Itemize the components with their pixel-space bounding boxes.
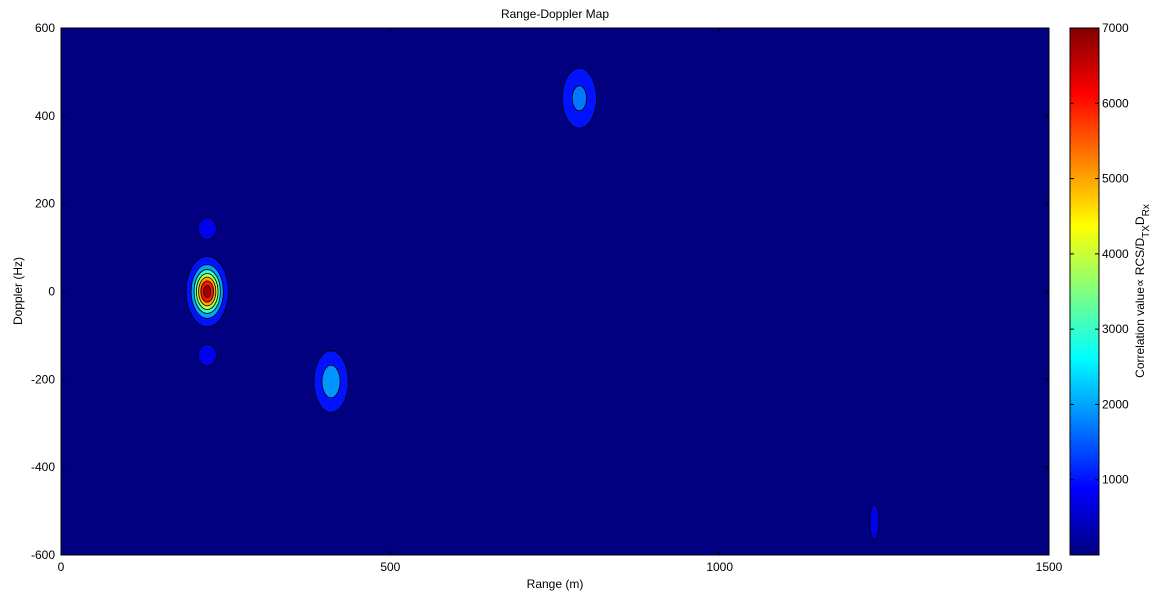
colorbar-tick-label: 3000	[1102, 322, 1129, 336]
x-axis: 0 500 1000 1500	[58, 28, 1063, 574]
peak-5-contour-1	[197, 343, 217, 367]
y-tick-label: 400	[35, 109, 55, 123]
x-tick-label: 1000	[706, 560, 733, 574]
colorbar-label-sub1: TX	[1141, 225, 1152, 238]
x-axis-label: Range (m)	[527, 577, 584, 591]
peak-6-contour-1	[869, 504, 880, 541]
y-tick-label: -600	[31, 548, 55, 562]
colorbar-tick-label: 5000	[1102, 172, 1129, 186]
colorbar-tick-label: 2000	[1102, 397, 1129, 411]
peak-6	[869, 504, 880, 541]
y-tick-label: 200	[35, 197, 55, 211]
x-tick-label: 0	[58, 560, 65, 574]
colorbar-tick-label: 4000	[1102, 247, 1129, 261]
colorbar-label: Correlation value∝ RCS/DTXDRx	[1133, 204, 1152, 378]
peak-3	[561, 68, 597, 129]
colorbar-axis: 1000 2000 3000 4000 5000 6000 7000	[1070, 21, 1129, 487]
y-axis: -600 -400 -200 0 200 400 600	[31, 21, 1049, 562]
colorbar-label-sub2: Rx	[1141, 204, 1152, 216]
y-tick-label: -400	[31, 460, 55, 474]
colorbar-tick-label: 1000	[1102, 473, 1129, 487]
colorbar-tick-label: 7000	[1102, 21, 1129, 35]
peak-1	[185, 255, 229, 328]
colorbar-label-main: RCS/D	[1133, 238, 1147, 279]
y-tick-label: -200	[31, 372, 55, 386]
peak-5	[197, 343, 217, 367]
colorbar-tick-label: 6000	[1102, 96, 1129, 110]
peak-4	[197, 217, 217, 241]
peak-4-contour-1	[197, 217, 217, 241]
peak-1-contour-7	[203, 285, 212, 298]
peak-2-contour-2	[321, 364, 341, 399]
chart-title: Range-Doppler Map	[501, 7, 609, 21]
colorbar-label-mid: D	[1133, 216, 1147, 225]
y-tick-label: 0	[48, 285, 55, 299]
y-axis-label: Doppler (Hz)	[11, 257, 25, 325]
peak-2	[313, 350, 349, 413]
colorbar-label-propto: ∝	[1133, 279, 1147, 288]
x-tick-label: 1500	[1036, 560, 1063, 574]
colorbar-label-prefix: Correlation value	[1133, 287, 1147, 378]
contour-layer	[185, 68, 880, 541]
svg-text:Correlation value∝ RCS/DTXDRx: Correlation value∝ RCS/DTXDRx	[1133, 204, 1152, 378]
y-tick-label: 600	[35, 21, 55, 35]
x-tick-label: 500	[380, 560, 400, 574]
colorbar	[1069, 27, 1100, 556]
peak-3-contour-2	[571, 85, 587, 112]
